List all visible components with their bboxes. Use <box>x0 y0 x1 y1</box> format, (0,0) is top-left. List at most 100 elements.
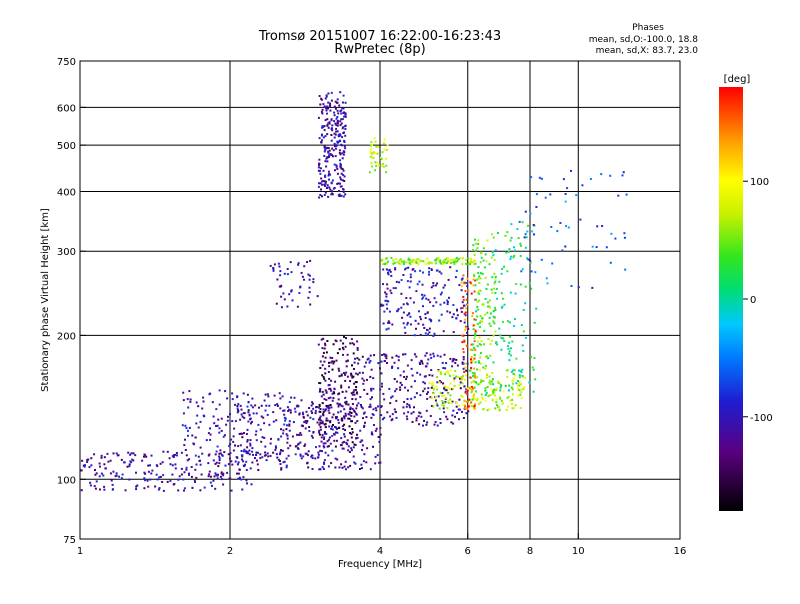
data-point <box>211 401 214 404</box>
data-point <box>339 165 342 168</box>
data-point <box>241 432 244 435</box>
data-point <box>399 381 402 384</box>
data-point <box>428 382 431 385</box>
data-point <box>397 355 400 358</box>
data-point <box>209 433 212 436</box>
x-axis-label: Frequency [MHz] <box>338 559 422 570</box>
phase-stats-heading: Phases <box>632 23 664 33</box>
data-point <box>562 178 565 181</box>
data-point <box>334 457 337 460</box>
data-point <box>465 307 468 310</box>
data-point <box>442 286 445 289</box>
data-point <box>506 231 509 234</box>
data-point <box>280 467 283 470</box>
data-point <box>301 275 304 278</box>
data-point <box>443 394 446 397</box>
data-point <box>327 454 330 457</box>
data-point <box>474 334 477 337</box>
data-point <box>343 335 345 338</box>
data-point <box>521 375 524 377</box>
data-point <box>288 408 291 411</box>
data-point <box>394 267 397 270</box>
data-point <box>325 95 328 98</box>
data-point <box>335 147 337 150</box>
data-point <box>400 384 403 386</box>
data-point <box>481 320 484 323</box>
data-point <box>237 403 240 406</box>
data-point <box>218 452 221 455</box>
data-point <box>255 451 258 454</box>
data-point <box>349 380 352 382</box>
data-point <box>387 320 390 323</box>
data-point <box>492 361 495 364</box>
data-point <box>432 304 435 307</box>
data-point <box>189 398 192 401</box>
data-point <box>329 421 332 424</box>
data-point <box>243 450 246 453</box>
data-point <box>325 398 328 401</box>
data-point <box>333 111 336 114</box>
data-point <box>397 367 400 370</box>
data-point <box>472 244 475 247</box>
data-point <box>308 430 311 432</box>
data-point <box>386 411 389 414</box>
data-point <box>417 258 420 261</box>
data-point <box>441 361 444 364</box>
data-point <box>447 400 450 403</box>
data-point <box>493 272 496 275</box>
data-point <box>242 464 245 467</box>
data-point <box>180 451 183 454</box>
data-point <box>511 379 514 382</box>
data-point <box>340 404 343 407</box>
data-point <box>279 463 282 465</box>
data-point <box>466 325 469 328</box>
data-point <box>350 374 353 377</box>
data-point <box>395 399 398 402</box>
data-point <box>452 304 455 306</box>
data-point <box>322 445 325 448</box>
data-point <box>309 303 312 306</box>
data-point <box>346 439 349 442</box>
data-point <box>144 479 146 482</box>
data-point <box>237 410 240 413</box>
data-point <box>408 406 411 409</box>
data-point <box>474 329 477 331</box>
data-point <box>374 462 377 465</box>
data-point <box>375 427 378 430</box>
data-point <box>250 483 253 486</box>
data-point <box>443 284 446 287</box>
data-point <box>331 449 334 452</box>
data-point <box>345 360 348 363</box>
data-point <box>497 381 500 384</box>
data-point <box>482 398 485 401</box>
data-point <box>352 391 355 394</box>
data-point <box>405 375 408 378</box>
data-point <box>237 409 239 411</box>
data-point <box>410 261 413 263</box>
data-point <box>150 472 153 475</box>
data-point <box>310 455 313 458</box>
data-point <box>381 151 384 154</box>
data-point <box>383 360 386 362</box>
data-point <box>334 100 337 103</box>
y-tick-label: 600 <box>57 103 76 114</box>
data-point <box>423 387 426 390</box>
data-point <box>205 439 208 442</box>
data-point <box>501 297 504 300</box>
data-point <box>398 259 401 262</box>
data-point <box>494 249 497 252</box>
data-point <box>477 308 480 311</box>
data-point <box>118 475 121 478</box>
data-point <box>369 151 372 154</box>
data-point <box>363 379 366 382</box>
data-point <box>530 287 533 290</box>
data-point <box>420 415 423 418</box>
data-point <box>345 390 348 393</box>
data-point <box>460 376 463 379</box>
data-point <box>288 401 291 403</box>
data-point <box>410 359 413 362</box>
data-point <box>495 389 498 392</box>
data-point <box>323 436 326 439</box>
data-point <box>304 443 307 446</box>
data-point <box>147 470 150 473</box>
